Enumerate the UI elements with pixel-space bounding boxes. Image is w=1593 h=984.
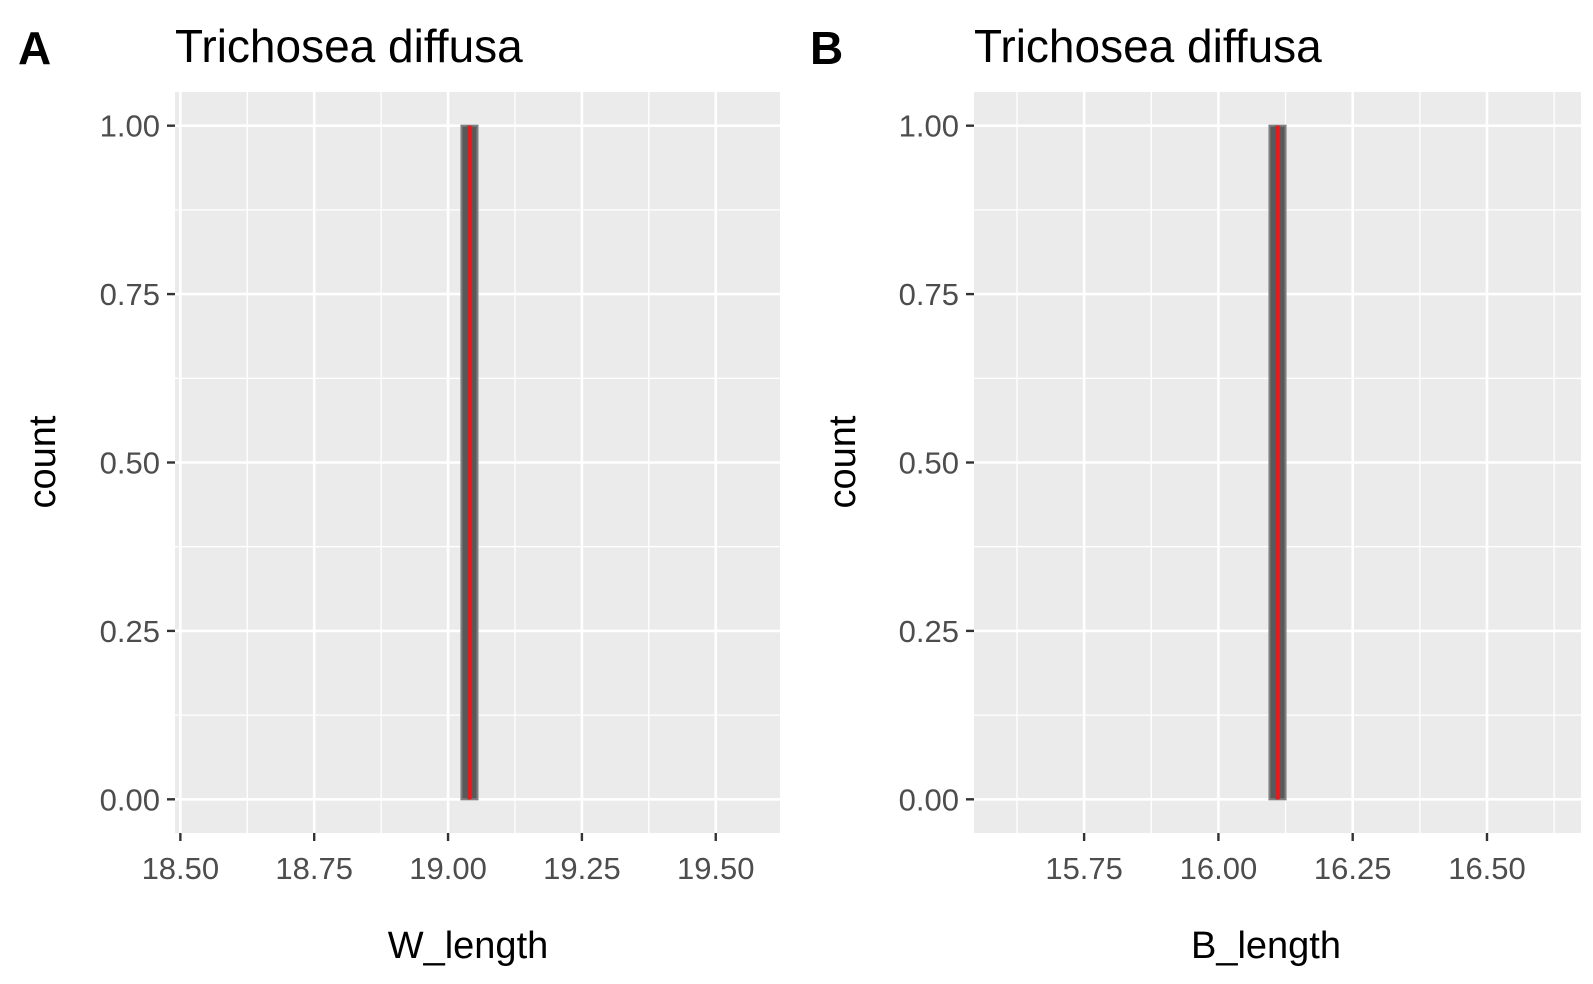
x-tick-label: 16.25: [1314, 851, 1392, 886]
x-tick-label: 16.50: [1448, 851, 1526, 886]
y-tick-label: 1.00: [100, 109, 160, 144]
chart-title: Trichosea diffusa: [974, 20, 1322, 72]
y-axis-title: count: [22, 415, 64, 508]
panel-tag: B: [810, 22, 843, 74]
x-tick-label: 19.50: [677, 851, 755, 886]
x-tick-label: 15.75: [1045, 851, 1123, 886]
x-tick-label: 19.25: [543, 851, 621, 886]
y-tick-label: 0.00: [100, 782, 160, 817]
panel-tag: A: [18, 22, 51, 74]
y-tick-label: 0.50: [899, 446, 959, 481]
y-tick-label: 0.25: [100, 614, 160, 649]
y-tick-label: 0.25: [899, 614, 959, 649]
panel-b: B Trichosea diffusa 0.00 0.25 0.50 0.75 1.00…: [810, 20, 1581, 967]
x-tick-label: 16.00: [1180, 851, 1258, 886]
plot-area: 0.00 0.25 0.50 0.75 1.00 18.50 18.75 19.00 19.25…: [100, 92, 780, 886]
y-tick-label: 0.00: [899, 782, 959, 817]
panel-a: A Trichosea diffusa 0.00 0.25 0.50 0.75 1.00…: [18, 20, 780, 967]
y-tick-label: 0.75: [100, 277, 160, 312]
x-tick-label: 18.75: [275, 851, 353, 886]
x-tick-label: 19.00: [409, 851, 487, 886]
y-tick-label: 0.50: [100, 446, 160, 481]
x-tick-label: 18.50: [142, 851, 220, 886]
x-axis-title: W_length: [388, 925, 549, 967]
plot-area: 0.00 0.25 0.50 0.75 1.00 15.75 16.00 16.25 16.50: [899, 92, 1581, 886]
y-tick-label: 0.75: [899, 277, 959, 312]
y-axis-title: count: [822, 415, 864, 508]
x-axis-title: B_length: [1191, 925, 1341, 967]
y-tick-label: 1.00: [899, 109, 959, 144]
chart-title: Trichosea diffusa: [175, 20, 523, 72]
